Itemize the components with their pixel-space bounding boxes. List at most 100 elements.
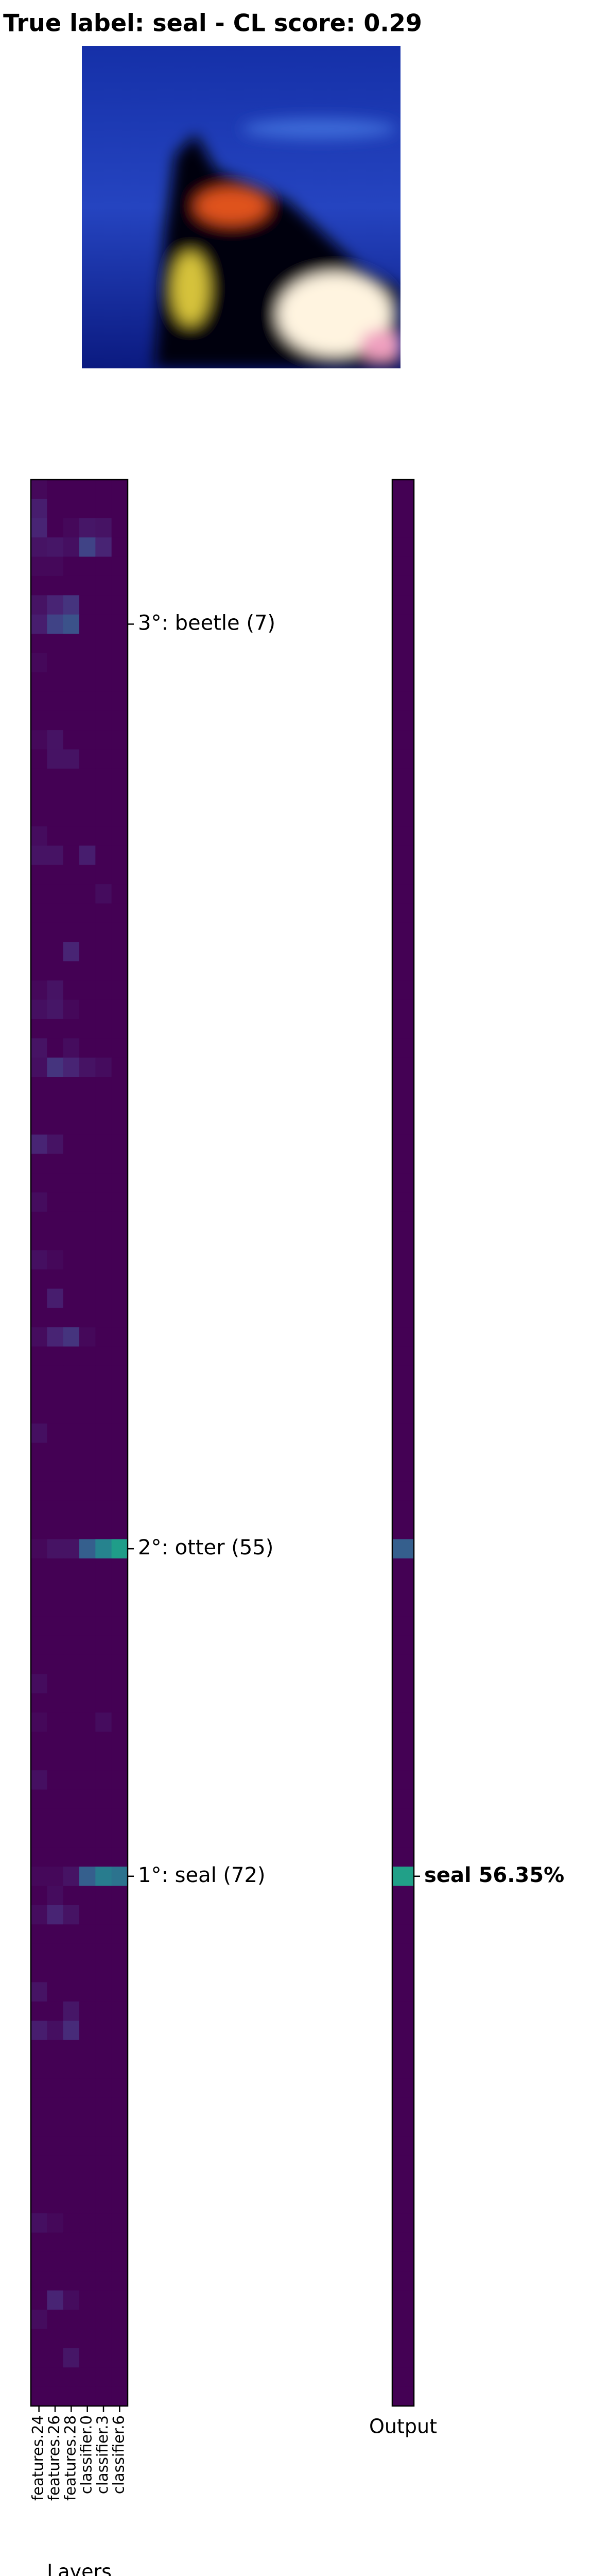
heatmap-cell (31, 1500, 47, 1520)
heatmap-cell (63, 1231, 80, 1251)
heatmap-cell (31, 1963, 47, 1982)
heatmap-cell (392, 1847, 414, 1867)
heatmap-cell (95, 2194, 112, 2214)
heatmap-cell (47, 1693, 64, 1713)
heatmap-cell (79, 1365, 96, 1385)
heatmap-cell (31, 2386, 47, 2406)
heatmap-cell (111, 1462, 128, 1482)
heatmap-cell (392, 1327, 414, 1347)
heatmap-cell (63, 768, 80, 788)
heatmap-cell (111, 1308, 128, 1328)
heatmap-cell (47, 826, 64, 846)
heatmap-cell (95, 1539, 112, 1559)
heatmap-cell (392, 2040, 414, 2060)
heatmap-cell (47, 922, 64, 942)
heatmap-cell (79, 2059, 96, 2079)
heatmap-cell (47, 1211, 64, 1231)
heatmap-cell (392, 1231, 414, 1251)
heatmap-cell (47, 730, 64, 750)
heatmap-cell (79, 1404, 96, 1424)
heatmap-cell (63, 1154, 80, 1174)
heatmap-cell (47, 1924, 64, 1944)
heatmap-cell (47, 1250, 64, 1270)
heatmap-cell (111, 2040, 128, 2060)
heatmap-cell (47, 710, 64, 731)
heatmap-cell (111, 1751, 128, 1771)
heatmap-cell (392, 634, 414, 654)
heatmap-cell (79, 1616, 96, 1636)
heatmap-cell (95, 2040, 112, 2060)
heatmap-cell (47, 1038, 64, 1058)
heatmap-cell (47, 1789, 64, 1809)
heatmap-cell (392, 1038, 414, 1058)
heatmap-cell (63, 1404, 80, 1424)
heatmap-cell (47, 518, 64, 538)
heatmap-cell (47, 2251, 64, 2272)
heatmap-cell (111, 2078, 128, 2098)
heatmap-cell (95, 865, 112, 885)
heatmap-cell (31, 1038, 47, 1058)
heatmap-cell (31, 1365, 47, 1385)
heatmap-cell (79, 1269, 96, 1289)
heatmap-cell (392, 1982, 414, 2002)
heatmap-cell (47, 1385, 64, 1405)
heatmap-cell (95, 1192, 112, 1212)
heatmap-cell (47, 1192, 64, 1212)
heatmap-cell (111, 2136, 128, 2156)
heatmap-cell (63, 1520, 80, 1539)
heatmap-cell (392, 1346, 414, 1366)
heatmap-cell (63, 1365, 80, 1385)
heatmap-cell (95, 1289, 112, 1309)
heatmap-cell (79, 2001, 96, 2021)
heatmap-cell (79, 614, 96, 634)
heatmap-cell (47, 1327, 64, 1347)
heatmap-cell (47, 1751, 64, 1771)
heatmap-cell (392, 672, 414, 692)
heatmap-cell (95, 2021, 112, 2041)
heatmap-cell (79, 1250, 96, 1270)
y-tick-label: 3°: beetle (7) (138, 611, 275, 635)
heatmap-cell (392, 556, 414, 577)
heatmap-cell (95, 1134, 112, 1155)
heatmap-cell (79, 1635, 96, 1655)
heatmap-cell (79, 575, 96, 596)
heatmap-cell (79, 518, 96, 538)
heatmap-cell (47, 480, 64, 499)
heatmap-cell (31, 1770, 47, 1790)
heatmap-cell (47, 1500, 64, 1520)
heatmap-cell (79, 865, 96, 885)
x-tick-label: classifier.3 (94, 2415, 111, 2494)
heatmap-cell (111, 1578, 128, 1598)
heatmap-cell (95, 768, 112, 788)
heatmap-cell (95, 1597, 112, 1617)
heatmap-cell (95, 942, 112, 962)
heatmap-cell (111, 1693, 128, 1713)
heatmap-cell (111, 1038, 128, 1058)
heatmap-cell (79, 1751, 96, 1771)
heatmap-cell (63, 1327, 80, 1347)
heatmap-cell (63, 1346, 80, 1366)
heatmap-cell (79, 1134, 96, 1155)
heatmap-cell (111, 2155, 128, 2175)
heatmap-cell (47, 1462, 64, 1482)
heatmap-cell (47, 788, 64, 808)
heatmap-cell (392, 1558, 414, 1578)
heatmap-cell (111, 1886, 128, 1906)
heatmap-cell (31, 691, 47, 711)
heatmap-cell (111, 1365, 128, 1385)
heatmap-cell (111, 1635, 128, 1655)
heatmap-cell (111, 1289, 128, 1309)
heatmap-cell (47, 1558, 64, 1578)
heatmap-cell (111, 1674, 128, 1694)
heatmap-cell (79, 1558, 96, 1578)
heatmap-cell (79, 1539, 96, 1559)
heatmap-cell (63, 1886, 80, 1906)
heatmap-cell (392, 1211, 414, 1231)
heatmap-cell (79, 1481, 96, 1501)
heatmap-cell (47, 1635, 64, 1655)
heatmap-cell (47, 2136, 64, 2156)
heatmap-cell (111, 537, 128, 557)
heatmap-cell (111, 1847, 128, 1867)
heatmap-cell (63, 653, 80, 673)
heatmap-cell (79, 2175, 96, 2195)
